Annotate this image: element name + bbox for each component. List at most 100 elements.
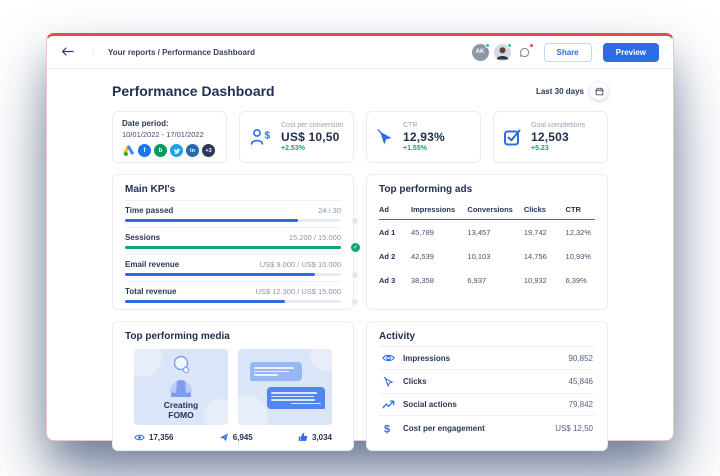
media-thumbnail-chat[interactable] xyxy=(238,349,332,425)
kpi-status-dot xyxy=(352,217,358,224)
person-dollar-icon: $ xyxy=(250,129,271,145)
ad-name: Ad 1 xyxy=(379,228,396,237)
table-row: Ad 3 38,358 6,937 10,932 6,39% xyxy=(379,268,595,292)
top-ads-card: Top performing ads Ad Impressions Conver… xyxy=(366,174,608,310)
ad-impressions: 45,789 xyxy=(411,228,434,237)
date-range-label: Last 30 days xyxy=(535,86,584,96)
kpi-row: Email revenue US$ 9.000 / US$ 10.000 xyxy=(125,254,358,278)
progress-fill xyxy=(125,219,298,222)
avatar[interactable]: AK xyxy=(471,42,490,61)
calendar-button[interactable] xyxy=(590,82,608,100)
svg-text:$: $ xyxy=(265,131,271,142)
date-period-card: Date period: 10/01/2022 - 17/01/2022 f b… xyxy=(112,111,227,163)
breadcrumb[interactable]: Your reports / Performance Dashboard xyxy=(93,47,255,57)
stat-delta: +5.23 xyxy=(531,145,549,152)
kpi-label: Time passed xyxy=(125,206,174,215)
activity-row: Impressions 90,852 xyxy=(379,346,595,365)
thumbs-up-icon xyxy=(298,432,308,442)
progress-bar xyxy=(125,217,358,224)
ad-conversions: 10,103 xyxy=(467,252,491,261)
date-period-value: 10/01/2022 - 17/01/2022 xyxy=(122,130,204,139)
activity-value: 79,842 xyxy=(568,400,593,409)
activity-label: Impressions xyxy=(403,353,451,363)
stat-value: US$ 10,50 xyxy=(281,130,340,144)
date-range-selector[interactable]: Last 30 days xyxy=(536,82,608,100)
progress-bar xyxy=(125,298,358,305)
avatar[interactable] xyxy=(493,42,512,61)
notification-dot xyxy=(528,42,534,48)
ad-impressions: 38,358 xyxy=(411,276,434,285)
media-stats: 17,356 6,945 3,034 xyxy=(134,432,332,442)
kpi-row: Time passed 24 / 30 xyxy=(125,200,358,224)
column-header: CTR xyxy=(565,205,581,214)
media-thumbnail-fomo[interactable]: Creating FOMO xyxy=(134,349,228,425)
online-status-dot xyxy=(484,42,490,48)
activity-row: Clicks 45,846 xyxy=(379,369,595,389)
activity-value: 90,852 xyxy=(568,353,593,363)
table-header-row: Ad Impressions Conversions Clicks CTR xyxy=(379,201,595,220)
chat-bubble-icon xyxy=(519,47,529,57)
column-header: Conversions xyxy=(467,205,513,214)
shares-value: 6,945 xyxy=(232,432,253,442)
trend-up-icon xyxy=(381,400,395,409)
activity-row: Social actions 79,842 xyxy=(379,393,595,411)
goal-completions-card: Goal completions 12,503 +5.23 xyxy=(493,111,608,163)
stat-label: CTR xyxy=(403,122,418,129)
ad-name: Ad 3 xyxy=(379,276,396,285)
stat-label: Goal completions xyxy=(531,122,586,129)
main-kpis-card: Main KPI's Time passed 24 / 30 Sessions … xyxy=(112,174,360,310)
stat-value: 12,93% xyxy=(403,130,445,144)
bing-icon[interactable]: b xyxy=(154,144,167,157)
share-button[interactable]: Share xyxy=(543,42,592,62)
cost-per-conversion-card: $ Cost per conversion US$ 10,50 +2.53% xyxy=(239,111,354,163)
send-icon xyxy=(219,432,229,442)
kpi-value: US$ 12.300 / US$ 15.000 xyxy=(255,287,341,296)
activity-value: 45,846 xyxy=(568,377,593,386)
media-caption: Creating FOMO xyxy=(163,400,199,420)
stat-delta: +2.53% xyxy=(281,145,305,152)
activity-value: US$ 12,50 xyxy=(555,424,593,433)
back-arrow-icon[interactable] xyxy=(61,46,81,58)
ad-clicks: 14,756 xyxy=(523,252,547,261)
svg-text:$: $ xyxy=(384,424,390,436)
stat-delta: +1.55% xyxy=(403,145,427,152)
calendar-icon xyxy=(595,86,603,95)
ad-conversions: 6,937 xyxy=(467,276,487,285)
column-header: Ad xyxy=(379,205,389,214)
column-header: Impressions xyxy=(411,205,456,214)
avatar-initials: AK xyxy=(475,49,485,55)
ad-conversions: 13,457 xyxy=(467,228,491,237)
top-media-card: Top performing media Creat xyxy=(112,321,354,451)
linkedin-icon[interactable]: in xyxy=(186,144,199,157)
ads-table: Ad Impressions Conversions Clicks CTR Ad… xyxy=(379,201,595,292)
kpi-status-dot xyxy=(352,298,358,305)
comments-button[interactable] xyxy=(515,42,534,61)
kpi-label: Email revenue xyxy=(125,260,180,269)
cursor-icon xyxy=(377,128,392,144)
progress-bar: ✓ xyxy=(125,243,360,252)
ad-impressions: 42,539 xyxy=(411,252,434,261)
section-title: Main KPI's xyxy=(125,184,176,195)
chat-bubble xyxy=(250,362,302,381)
activity-card: Activity Impressions 90,852 Clicks 45,84… xyxy=(366,321,608,451)
shares-stat: 6,945 xyxy=(219,432,253,442)
kpi-value: 24 / 30 xyxy=(318,206,341,215)
kpi-status-dot xyxy=(352,271,358,278)
date-period-label: Date period: xyxy=(122,119,169,128)
twitter-icon[interactable] xyxy=(170,144,183,157)
preview-button[interactable]: Preview xyxy=(602,42,659,62)
more-platforms-badge[interactable]: +3 xyxy=(202,144,215,157)
facebook-icon[interactable]: f xyxy=(138,144,151,157)
report-window: Your reports / Performance Dashboard AK xyxy=(46,33,674,451)
activity-label: Clicks xyxy=(403,377,427,386)
progress-fill xyxy=(125,246,341,249)
section-title: Activity xyxy=(379,331,416,342)
activity-row: $ Cost per engagement US$ 12,50 xyxy=(379,415,595,437)
dollar-icon: $ xyxy=(381,422,395,436)
dashboard-content: Performance Dashboard Last 30 days Date … xyxy=(47,69,673,451)
connected-platforms: f b in +3 xyxy=(122,144,217,157)
google-ads-icon[interactable] xyxy=(122,144,135,157)
views-value: 17,356 xyxy=(149,432,174,442)
twitter-bird-icon xyxy=(173,148,180,154)
ctr-card: CTR 12,93% +1.55% xyxy=(366,111,481,163)
